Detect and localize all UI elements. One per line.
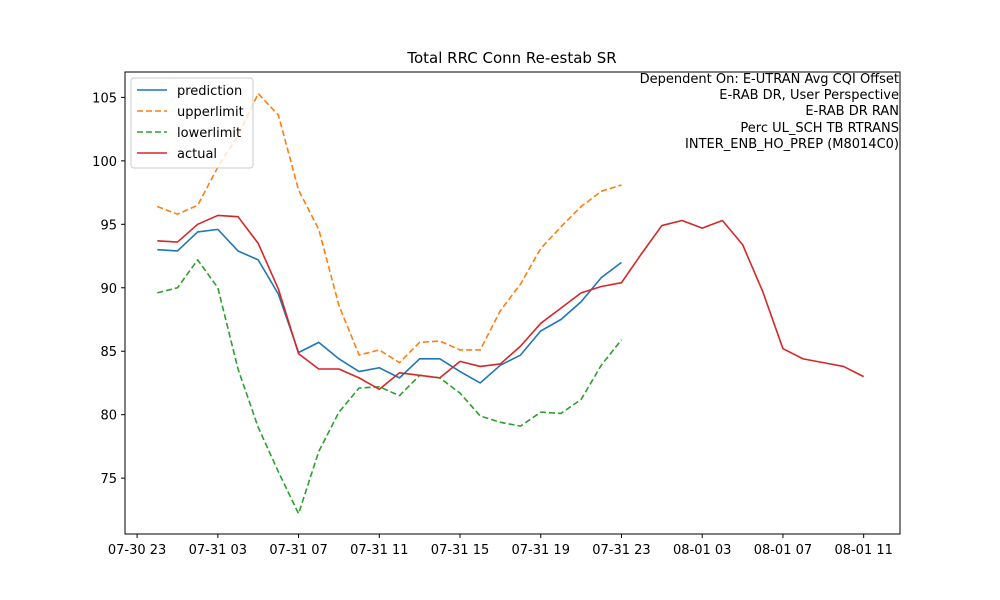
- series-line-prediction: [157, 229, 621, 383]
- x-tick-label: 07-31 07: [269, 543, 327, 558]
- series-layer: [157, 94, 863, 514]
- x-tick-label: 07-31 23: [592, 543, 650, 558]
- annotation-line: E-RAB DR RAN: [805, 104, 899, 119]
- legend-label-actual: actual: [177, 147, 217, 162]
- x-tick-label: 07-31 15: [431, 543, 489, 558]
- x-tick-label: 07-31 11: [350, 543, 408, 558]
- annotation-line: INTER_ENB_HO_PREP (M8014C0): [685, 137, 899, 152]
- annotation-line: Dependent On: E-UTRAN Avg CQI Offset: [640, 72, 899, 87]
- y-tick-label: 85: [100, 345, 117, 360]
- dependency-annotation: Dependent On: E-UTRAN Avg CQI Offset E-R…: [640, 72, 899, 152]
- chart-title: Total RRC Conn Re-estab SR: [406, 49, 616, 67]
- series-line-lowerlimit: [157, 260, 621, 514]
- annotation-line: Perc UL_SCH TB RTRANS: [740, 121, 899, 136]
- x-tick-label: 08-01 03: [673, 543, 731, 558]
- legend-label-prediction: prediction: [177, 84, 242, 99]
- legend-label-lowerlimit: lowerlimit: [177, 126, 241, 141]
- y-tick-label: 80: [100, 409, 117, 424]
- x-tick-label: 07-31 19: [512, 543, 570, 558]
- y-tick-label: 100: [92, 155, 117, 170]
- y-tick-label: 90: [100, 282, 117, 297]
- legend: prediction upperlimit lowerlimit actual: [131, 78, 253, 168]
- y-tick-label: 75: [100, 472, 117, 487]
- series-line-actual: [157, 215, 863, 389]
- x-tick-label: 07-30 23: [108, 543, 166, 558]
- y-axis: 75 80 85 90 95 100 105: [92, 91, 125, 487]
- x-tick-label: 08-01 07: [754, 543, 812, 558]
- annotation-line: E-RAB DR, User Perspective: [719, 88, 899, 103]
- y-tick-label: 105: [92, 91, 117, 106]
- x-tick-label: 08-01 11: [834, 543, 892, 558]
- x-axis: 07-30 23 07-31 03 07-31 07 07-31 11 07-31 15…: [108, 534, 893, 558]
- legend-label-upperlimit: upperlimit: [177, 105, 244, 120]
- x-tick-label: 07-31 03: [189, 543, 247, 558]
- y-tick-label: 95: [100, 218, 117, 233]
